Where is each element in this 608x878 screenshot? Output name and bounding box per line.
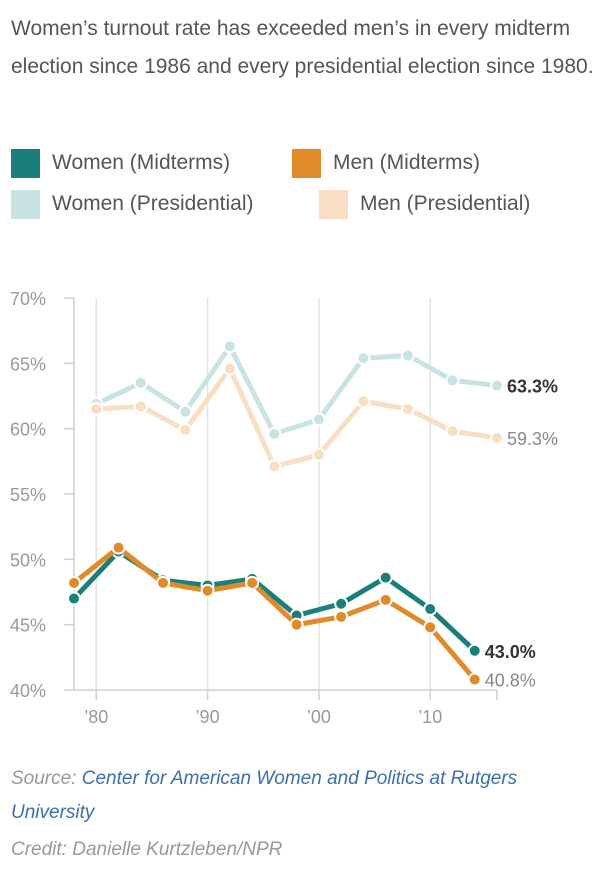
data-point bbox=[356, 394, 371, 409]
data-point bbox=[178, 422, 193, 437]
data-point bbox=[89, 402, 104, 417]
data-point bbox=[133, 375, 148, 390]
data-point bbox=[67, 575, 81, 590]
data-point bbox=[267, 426, 282, 441]
legend-item-men-midterms: Men (Midterms) bbox=[292, 148, 480, 178]
line-chart: 40% 45% 50% 55% 60% 65% 70% ’80 ’90 ’00 ’10 63.3%… bbox=[10, 289, 558, 727]
data-point bbox=[334, 596, 349, 611]
end-label-women-presidential: 63.3% bbox=[507, 377, 558, 397]
legend-item-women-presidential: Women (Presidential) bbox=[11, 189, 254, 219]
data-point bbox=[400, 402, 415, 417]
x-tick-label-1: ’90 bbox=[196, 707, 220, 727]
data-point bbox=[445, 373, 460, 388]
x-axis: ’80 ’90 ’00 ’10 bbox=[74, 689, 498, 727]
legend-label-men-midterms: Men (Midterms) bbox=[333, 151, 481, 174]
series-men-presidential bbox=[89, 361, 504, 474]
end-label-men-presidential: 59.3% bbox=[507, 429, 558, 449]
legend-swatch-women-presidential bbox=[11, 189, 40, 219]
series-men-midterms bbox=[67, 540, 482, 687]
data-point bbox=[490, 430, 504, 445]
legend-swatch-men-presidential bbox=[319, 189, 348, 219]
data-point bbox=[445, 424, 460, 439]
data-point bbox=[289, 617, 304, 632]
x-tick-label-3: ’10 bbox=[418, 707, 442, 727]
data-point bbox=[311, 447, 326, 462]
data-point bbox=[267, 459, 282, 474]
data-point bbox=[222, 361, 237, 376]
chart-title: Women’s turnout rate has exceeded men’s … bbox=[11, 17, 594, 78]
data-point bbox=[423, 620, 438, 635]
data-point bbox=[378, 592, 393, 607]
data-point bbox=[400, 348, 415, 363]
source-link[interactable]: Center for American Women and Politics a… bbox=[11, 768, 518, 823]
data-point bbox=[356, 351, 371, 366]
data-point bbox=[490, 378, 504, 393]
end-label-men-midterms: 40.8% bbox=[485, 671, 536, 691]
y-axis: 40% 45% 50% 55% 60% 65% 70% bbox=[10, 289, 75, 701]
data-point bbox=[467, 643, 482, 658]
data-point bbox=[178, 404, 193, 419]
series-line-men-midterms bbox=[71, 545, 478, 683]
data-point bbox=[334, 609, 349, 624]
data-point bbox=[245, 575, 260, 590]
legend-label-women-midterms: Women (Midterms) bbox=[52, 151, 231, 174]
y-tick-label-4: 60% bbox=[10, 420, 46, 440]
data-point bbox=[133, 399, 148, 414]
data-point bbox=[156, 575, 171, 590]
source-prefix: Source: bbox=[11, 768, 82, 789]
data-point bbox=[200, 583, 215, 598]
series-line-women-presidential bbox=[93, 343, 500, 437]
grid bbox=[95, 298, 431, 690]
y-tick-label-6: 70% bbox=[10, 289, 46, 309]
y-tick-label-5: 65% bbox=[10, 354, 46, 374]
source-note: Source: Center for American Women and Po… bbox=[11, 762, 601, 830]
y-tick-label-2: 50% bbox=[10, 550, 46, 570]
data-point bbox=[311, 412, 326, 427]
legend-label-men-presidential: Men (Presidential) bbox=[360, 192, 531, 215]
data-point bbox=[378, 570, 393, 585]
y-tick-label-1: 45% bbox=[10, 616, 46, 636]
end-label-women-midterms: 43.0% bbox=[485, 642, 536, 662]
data-point bbox=[423, 601, 438, 616]
x-tick-label-0: ’80 bbox=[84, 707, 108, 727]
data-point bbox=[67, 591, 81, 606]
data-point bbox=[111, 540, 126, 555]
y-tick-label-0: 40% bbox=[10, 681, 46, 701]
legend-item-men-presidential: Men (Presidential) bbox=[319, 189, 530, 219]
legend-swatch-women-midterms bbox=[11, 148, 40, 178]
data-point bbox=[222, 339, 237, 354]
credit-note: Credit: Danielle Kurtzleben/NPR bbox=[11, 839, 283, 860]
series-line-men-presidential bbox=[93, 366, 500, 470]
series-group bbox=[67, 339, 504, 687]
legend-item-women-midterms: Women (Midterms) bbox=[11, 148, 230, 178]
x-tick-label-2: ’00 bbox=[307, 707, 331, 727]
legend-label-women-presidential: Women (Presidential) bbox=[52, 192, 254, 215]
y-tick-label-3: 55% bbox=[10, 485, 46, 505]
data-point bbox=[467, 672, 482, 687]
legend-swatch-men-midterms bbox=[292, 148, 321, 178]
end-labels: 63.3% 59.3% 43.0% 40.8% bbox=[485, 377, 558, 691]
